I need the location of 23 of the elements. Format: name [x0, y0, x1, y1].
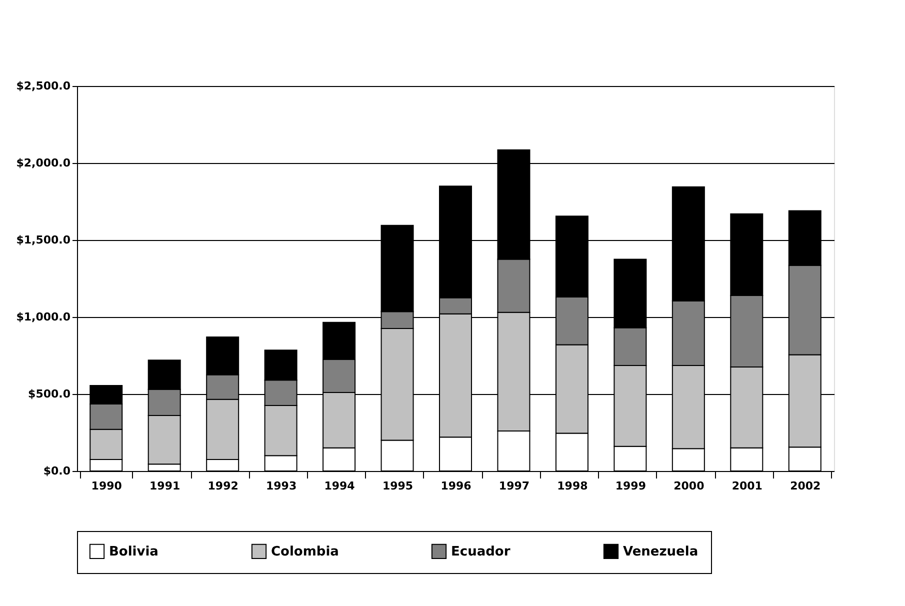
- y-tick-label: $2,500.0: [16, 80, 71, 92]
- legend-label: Bolivia: [109, 544, 158, 560]
- y-tick-label: $500.0: [28, 388, 71, 400]
- x-tick-label: 1992: [208, 480, 238, 492]
- x-tick-label: 2001: [732, 480, 762, 492]
- legend-label: Colombia: [271, 544, 339, 560]
- legend-label: Ecuador: [451, 544, 511, 560]
- x-tick-label: 1994: [324, 480, 356, 492]
- y-tick-label: $2,000.0: [16, 156, 71, 170]
- x-tick-label: 1991: [150, 480, 180, 492]
- x-tick-label: 1996: [440, 480, 472, 492]
- x-tick-label: 2000: [674, 480, 705, 492]
- y-tick-label: $1,000.0: [16, 310, 71, 324]
- x-tick-label: 1997: [498, 480, 530, 492]
- x-tick-label: 1999: [615, 480, 646, 492]
- x-tick-label: 1995: [382, 480, 414, 492]
- legend-label: Venezuela: [623, 544, 698, 560]
- x-tick-label: 1990: [91, 480, 122, 492]
- x-tick-label: 2002: [790, 480, 821, 492]
- x-tick-label: 1998: [557, 480, 588, 492]
- y-tick-label: $1,500.0: [16, 234, 71, 246]
- y-tick-label: $0.0: [43, 464, 71, 478]
- x-tick-label: 1993: [266, 480, 297, 492]
